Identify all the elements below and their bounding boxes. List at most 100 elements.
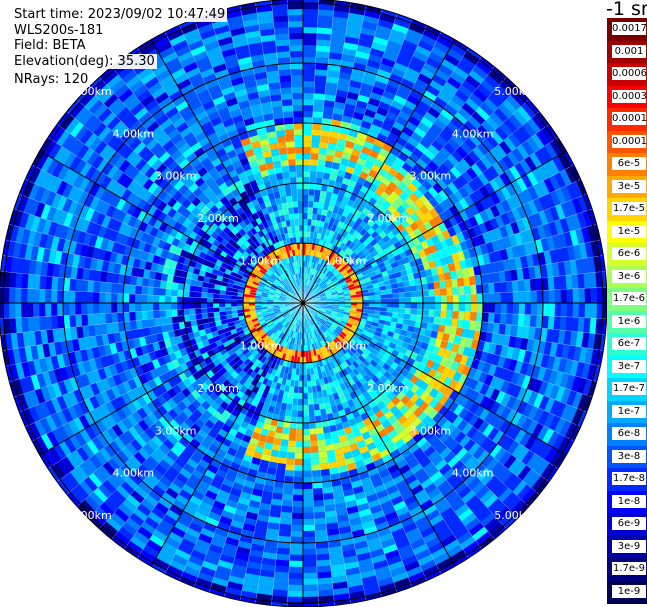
range-gate-cell [387,152,398,163]
range-gate-cell [364,487,377,497]
range-gate-cell [385,284,392,290]
range-gate-cell [497,158,510,173]
range-gate-cell [356,176,366,186]
range-gate-cell [225,303,232,308]
range-gate-cell [391,162,402,172]
range-gate-cell [422,262,431,271]
range-gate-cell [326,235,333,243]
range-gate-cell [345,97,358,106]
range-gate-cell [322,285,329,290]
range-gate-cell [410,56,426,68]
range-gate-cell [337,312,344,316]
range-gate-cell [359,321,366,327]
range-gate-cell [303,237,307,244]
range-gate-cell [325,82,338,90]
range-gate-cell [498,451,512,466]
range-gate-cell [500,186,512,200]
range-gate-cell [380,289,387,295]
range-gate-cell [367,370,376,379]
range-gate-cell [365,355,373,364]
range-gate-cell [303,578,318,585]
range-gate-cell [447,439,460,452]
range-gate-cell [415,173,426,185]
range-gate-cell [534,149,548,165]
range-gate-cell [554,303,561,317]
range-gate-cell [433,96,448,109]
range-gate-cell [315,285,320,291]
range-gate-cell [352,429,362,438]
range-gate-cell [499,80,516,96]
range-gate-cell [303,105,314,112]
range-gate-cell [165,316,173,325]
range-gate-cell [432,412,443,424]
range-gate-cell [326,148,336,157]
range-gate-cell [312,488,324,495]
range-gate-cell [345,278,353,284]
range-gate-cell [312,123,322,130]
range-gate-cell [398,292,405,298]
range-gate-cell [402,280,410,287]
range-gate-cell [343,337,350,344]
range-gate-cell [319,245,325,253]
range-gate-cell [401,324,409,331]
range-gate-cell [324,344,330,352]
range-gate-cell [310,331,315,338]
range-gate-cell [363,260,371,267]
range-gate-cell [563,260,572,276]
range-gate-cell [443,208,454,219]
range-gate-cell [522,188,534,203]
range-gate-cell [514,360,524,374]
range-gate-cell [417,521,432,533]
range-gate-cell [374,294,381,300]
range-gate-cell [27,288,34,303]
range-gate-cell [554,219,564,235]
range-gate-cell [330,244,336,251]
range-gate-cell [437,480,451,493]
range-gate-cell [565,374,576,391]
range-gate-cell [315,348,320,356]
range-gate-cell [485,352,495,365]
range-gate-cell [432,182,443,194]
range-gate-cell [345,373,352,381]
range-gate-cell [404,399,415,410]
range-gate-cell [511,207,522,222]
range-gate-cell [455,269,463,279]
range-gate-cell [111,303,118,313]
range-gate-cell [465,258,474,269]
range-gate-cell [292,500,303,507]
range-gate-cell [459,435,471,448]
range-gate-cell [368,53,383,64]
range-gate-cell [153,318,161,327]
range-gate-cell [343,345,350,352]
range-gate-cell [593,333,602,350]
range-gate-cell [411,110,424,122]
range-gate-cell [434,338,443,348]
range-gate-cell [487,427,500,441]
range-gate-cell [499,313,507,325]
range-gate-cell [354,341,362,349]
range-gate-cell [343,327,350,333]
range-gate-cell [522,389,533,404]
range-gate-cell [426,253,435,263]
range-gate-cell [373,345,381,352]
range-gate-cell [332,252,339,260]
range-gate-cell [516,446,530,462]
range-gate-cell [458,384,469,396]
range-gate-cell [207,293,214,299]
range-gate-cell [327,335,334,342]
range-gate-cell [491,525,508,541]
range-gate-cell [354,491,366,500]
range-gate-cell [347,340,355,348]
range-gate-cell [105,292,112,303]
range-gate-cell [335,89,348,98]
range-gate-cell [553,276,561,290]
range-gate-cell [293,488,303,495]
range-gate-cell [339,322,346,327]
range-gate-cell [303,159,311,166]
range-gate-cell [499,367,509,381]
range-gate-cell [397,181,408,192]
range-gate-cell [475,60,492,75]
range-gate-cell [490,192,501,205]
range-gate-cell [303,380,308,387]
range-gate-cell [432,323,440,332]
